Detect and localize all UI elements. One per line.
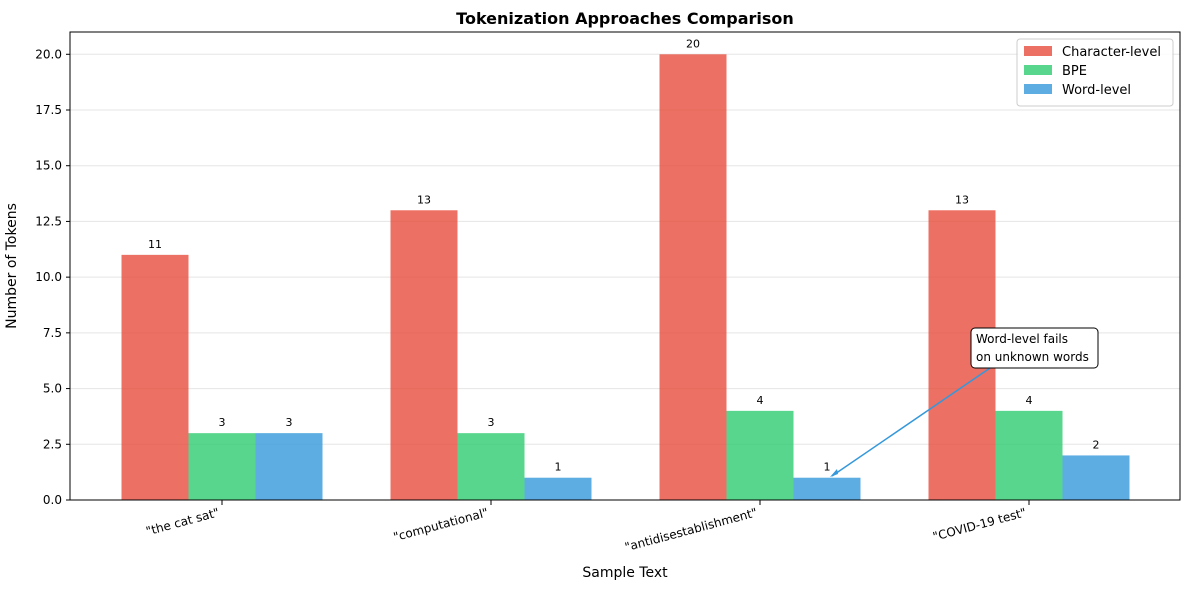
legend: Character-level BPE Word-level bbox=[1016, 38, 1174, 107]
y-tick-label: 20.0 bbox=[35, 47, 62, 61]
x-tick-label: "the cat sat" bbox=[144, 505, 220, 538]
data-label: 3 bbox=[488, 416, 495, 429]
x-tick-label: "COVID-19 test" bbox=[931, 505, 1027, 543]
legend-label: Word-level bbox=[1062, 83, 1131, 98]
annotation-text-line2: on unknown words bbox=[976, 350, 1089, 364]
y-tick-label: 7.5 bbox=[43, 326, 62, 340]
y-tick-label: 10.0 bbox=[35, 270, 62, 284]
data-label: 2 bbox=[1093, 438, 1100, 451]
bar-character-level-0 bbox=[121, 254, 189, 500]
x-tick-label: "antidisestablishment" bbox=[623, 505, 758, 554]
annotation-box bbox=[970, 327, 1099, 369]
bar-word-level-1 bbox=[524, 477, 592, 500]
plot-frame bbox=[69, 31, 1181, 501]
annotation-arrow bbox=[831, 367, 991, 477]
y-tick-label: 12.5 bbox=[35, 214, 62, 228]
legend-swatch bbox=[1024, 65, 1052, 75]
bar-character-level-1 bbox=[390, 210, 458, 501]
bar-word-level-0 bbox=[255, 433, 323, 500]
data-label: 4 bbox=[1026, 394, 1033, 407]
y-tick-label: 17.5 bbox=[35, 103, 62, 117]
y-axis-label: Number of Tokens bbox=[4, 203, 20, 329]
x-axis-label: Sample Text bbox=[582, 565, 668, 581]
data-label: 1 bbox=[555, 461, 562, 474]
annotation-text-line1: Word-level fails bbox=[976, 332, 1068, 346]
data-label: 13 bbox=[955, 193, 969, 206]
chart-title: Tokenization Approaches Comparison bbox=[456, 9, 794, 28]
data-label: 4 bbox=[757, 394, 764, 407]
bar-bpe-2 bbox=[726, 410, 794, 500]
legend-swatch bbox=[1024, 46, 1052, 56]
data-label: 20 bbox=[686, 37, 700, 50]
bar-character-level-2 bbox=[659, 54, 727, 501]
legend-label: Character-level bbox=[1062, 45, 1161, 60]
data-label: 3 bbox=[286, 416, 293, 429]
data-label: 1 bbox=[824, 461, 831, 474]
data-label: 11 bbox=[148, 238, 162, 251]
annotation: Word-level fails on unknown words bbox=[830, 327, 1099, 477]
bar-word-level-2 bbox=[793, 477, 861, 500]
bar-bpe-3 bbox=[995, 410, 1063, 500]
legend-label: BPE bbox=[1062, 64, 1087, 79]
data-label: 3 bbox=[219, 416, 226, 429]
legend-swatch bbox=[1024, 84, 1052, 94]
y-tick-label: 0.0 bbox=[43, 493, 62, 507]
data-label: 13 bbox=[417, 193, 431, 206]
legend-frame bbox=[1016, 38, 1174, 107]
x-tick-label: "computational" bbox=[392, 505, 490, 544]
y-tick-label: 15.0 bbox=[35, 159, 62, 173]
bar-word-level-3 bbox=[1062, 455, 1130, 500]
arrow-head-icon bbox=[830, 469, 838, 477]
bar-bpe-1 bbox=[457, 433, 525, 500]
y-tick-label: 5.0 bbox=[43, 382, 62, 396]
bar-bpe-0 bbox=[188, 433, 256, 500]
y-tick-label: 2.5 bbox=[43, 437, 62, 451]
